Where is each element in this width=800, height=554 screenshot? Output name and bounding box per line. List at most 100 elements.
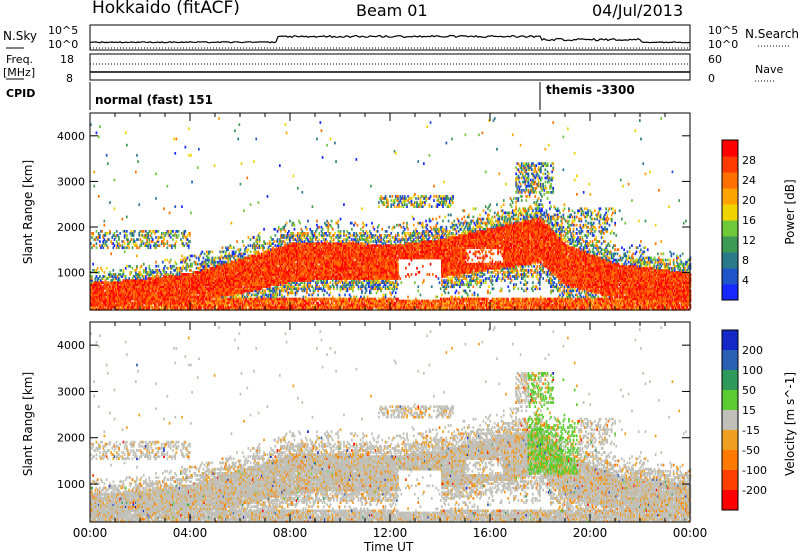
power-cell bbox=[208, 257, 210, 260]
power-cell bbox=[209, 251, 211, 254]
power-cell bbox=[231, 222, 233, 225]
power-cell bbox=[316, 138, 318, 141]
power-cell bbox=[279, 164, 281, 167]
power-cell bbox=[155, 173, 157, 176]
power-cell bbox=[136, 265, 138, 268]
power-cell bbox=[109, 230, 111, 233]
power-cell bbox=[161, 232, 163, 235]
power-cell bbox=[277, 238, 279, 241]
power-cell bbox=[190, 212, 192, 215]
power-cell bbox=[99, 125, 101, 128]
power-cell bbox=[251, 294, 253, 297]
power-cell bbox=[159, 244, 161, 247]
power-cell bbox=[264, 290, 266, 293]
power-cell bbox=[191, 255, 193, 258]
power-cell bbox=[150, 244, 152, 247]
power-cell bbox=[98, 271, 100, 274]
power-cell bbox=[185, 230, 187, 233]
power-cell bbox=[119, 244, 121, 247]
power-cell bbox=[132, 246, 134, 249]
power-cell bbox=[126, 144, 128, 147]
power-cell bbox=[164, 242, 166, 245]
power-cell bbox=[317, 294, 319, 297]
power-cell bbox=[137, 238, 139, 241]
power-cell bbox=[115, 273, 117, 276]
power-cell bbox=[259, 236, 261, 239]
power-cell bbox=[161, 273, 163, 276]
power-cell bbox=[181, 205, 183, 208]
power-cell bbox=[114, 179, 116, 182]
power-cell bbox=[110, 253, 112, 256]
power-cell bbox=[223, 251, 225, 254]
power-cell bbox=[187, 257, 189, 260]
power-cell bbox=[168, 267, 170, 270]
power-cell bbox=[131, 271, 133, 274]
power-cell bbox=[107, 162, 109, 165]
power-cell bbox=[138, 203, 140, 206]
power-cell bbox=[92, 263, 94, 266]
power-cell bbox=[183, 244, 185, 247]
power-cell bbox=[167, 246, 169, 249]
power-cell bbox=[126, 230, 128, 233]
power-cell bbox=[158, 265, 160, 268]
power-cell bbox=[243, 244, 245, 247]
power-cell bbox=[104, 271, 106, 274]
power-cell bbox=[240, 248, 242, 251]
power-cell bbox=[155, 236, 157, 239]
power-cell bbox=[101, 269, 103, 272]
power-cell bbox=[169, 212, 171, 215]
power-cell bbox=[136, 244, 138, 247]
power-cell bbox=[297, 187, 299, 190]
power-cell bbox=[171, 244, 173, 247]
power-cell bbox=[96, 132, 98, 135]
power-cell bbox=[253, 236, 255, 239]
power-cell bbox=[149, 238, 151, 241]
power-cell bbox=[174, 205, 176, 208]
power-cell bbox=[168, 230, 170, 233]
power-cell bbox=[190, 154, 192, 157]
power-cell bbox=[246, 177, 248, 180]
power-cell bbox=[122, 218, 124, 221]
power-cell bbox=[321, 129, 323, 132]
power-cell bbox=[248, 248, 250, 251]
power-cell bbox=[107, 246, 109, 249]
power-cell bbox=[214, 164, 216, 167]
power-cell bbox=[98, 195, 100, 198]
power-cell bbox=[275, 234, 277, 237]
power-cell bbox=[101, 230, 103, 233]
power-cell bbox=[267, 242, 269, 245]
power-cell bbox=[132, 267, 134, 270]
power-cell bbox=[134, 230, 136, 233]
power-cell bbox=[172, 238, 174, 241]
power-cell bbox=[167, 185, 169, 188]
power-cell bbox=[93, 171, 95, 174]
power-cell bbox=[294, 224, 296, 227]
power-cell bbox=[188, 127, 190, 130]
power-cell bbox=[99, 240, 101, 243]
power-cell bbox=[127, 238, 129, 241]
power-cell bbox=[277, 292, 279, 295]
power-cell bbox=[250, 251, 252, 254]
power-cell bbox=[106, 154, 108, 157]
power-cell bbox=[250, 238, 252, 241]
power-cell bbox=[143, 230, 145, 233]
power-cell bbox=[99, 275, 101, 278]
power-cell bbox=[116, 230, 118, 233]
power-cell bbox=[190, 269, 192, 272]
power-cell bbox=[98, 136, 100, 139]
power-cell bbox=[97, 267, 99, 270]
power-cell bbox=[235, 251, 237, 254]
nsky-line bbox=[90, 35, 690, 42]
power-cell bbox=[107, 232, 109, 235]
power-cell bbox=[204, 253, 206, 256]
power-cell bbox=[189, 232, 191, 235]
power-cell bbox=[178, 234, 180, 237]
power-cell bbox=[118, 236, 120, 239]
power-cell bbox=[312, 230, 314, 233]
power-cell bbox=[125, 275, 127, 278]
power-cell bbox=[136, 154, 138, 157]
power-cell bbox=[188, 244, 190, 247]
power-cell bbox=[120, 269, 122, 272]
power-cell bbox=[242, 240, 244, 243]
power-cell bbox=[248, 244, 250, 247]
